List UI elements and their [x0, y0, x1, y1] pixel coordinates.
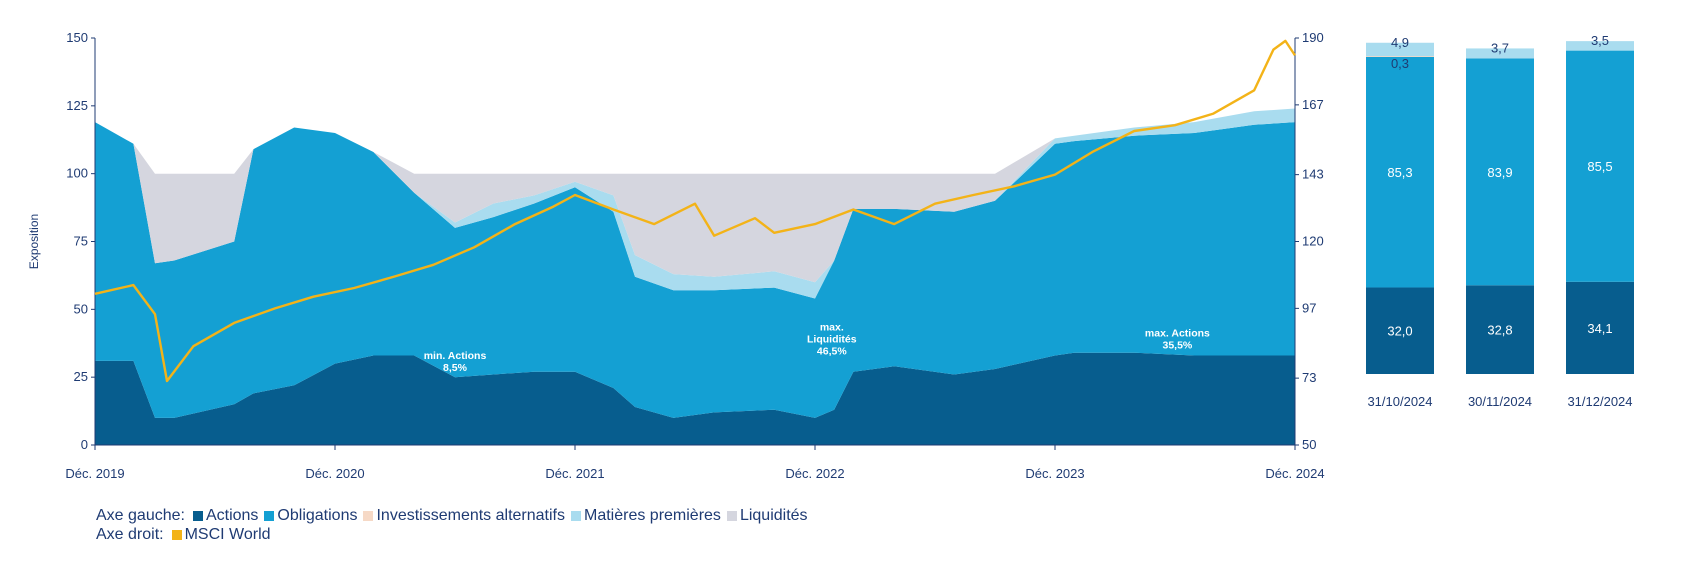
legend-swatch-alternatifs: [363, 510, 374, 521]
bar-segment-actions: [1566, 281, 1634, 374]
legend-item-liquidites: Liquidités: [726, 506, 808, 525]
annotation-text: 35,5%: [1163, 340, 1193, 352]
bar-segment-obligations: [1566, 50, 1634, 282]
legend-swatch-actions: [192, 510, 203, 521]
left-tick-label: 25: [74, 369, 88, 384]
left-tick-label: 75: [74, 234, 88, 249]
bar-value-label: 4,9: [1391, 35, 1409, 50]
x-tick-label: Déc. 2020: [305, 466, 364, 481]
legend-left-axis: Axe gauche: Actions Obligations Investis…: [96, 506, 814, 525]
legend: Axe gauche: Actions Obligations Investis…: [96, 506, 814, 544]
area-actions: [95, 352, 1295, 445]
bar-value-label: 83,9: [1487, 165, 1512, 180]
bar-value-label: 34,1: [1587, 321, 1612, 336]
bar-category-label: 31/10/2024: [1367, 394, 1432, 409]
legend-swatch-obligations: [264, 510, 275, 521]
right-tick-label: 73: [1302, 370, 1316, 385]
bar-segment-matieres: [1366, 42, 1434, 57]
x-tick-label: Déc. 2019: [65, 466, 124, 481]
right-tick-label: 97: [1302, 300, 1316, 315]
legend-swatch-msci: [171, 529, 182, 540]
x-tick-label: Déc. 2021: [545, 466, 604, 481]
right-tick-label: 167: [1302, 97, 1324, 112]
annotation-text: 46,5%: [817, 346, 847, 358]
bar-segment-matieres: [1466, 48, 1534, 59]
bar-category-label: 30/11/2024: [1468, 394, 1532, 409]
legend-right-title: Axe droit:: [96, 526, 164, 543]
annotation-text: max. Actions: [1145, 328, 1210, 340]
left-tick-label: 125: [66, 98, 88, 113]
annotation-text: Liquidités: [807, 334, 857, 346]
legend-right-axis: Axe droit: MSCI World: [96, 525, 814, 544]
bar-segment-matieres: [1566, 41, 1634, 51]
legend-label-liquidites: Liquidités: [739, 507, 808, 524]
annotation-text: min. Actions: [424, 350, 487, 362]
annotation-text: 8,5%: [443, 362, 468, 374]
left-tick-label: 50: [74, 301, 88, 316]
legend-item-matieres: Matières premières: [571, 506, 721, 525]
stacked-bar-chart: 32,0 85,3 0,3 4,9 31/10/2024 32,8 83,9 3,7 30/11…: [1366, 33, 1634, 409]
x-tick-label: Déc. 2024: [1265, 466, 1324, 481]
legend-label-actions: Actions: [205, 507, 259, 524]
bar-segment-actions: [1366, 287, 1434, 374]
bar-segment-obligations: [1366, 56, 1434, 288]
legend-label-alternatifs: Investissements alternatifs: [376, 507, 565, 524]
left-tick-label: 150: [66, 30, 88, 45]
bar-segment-obligations: [1466, 58, 1534, 286]
legend-item-alternatifs: Investissements alternatifs: [363, 506, 565, 525]
legend-item-obligations: Obligations: [264, 506, 357, 525]
right-tick-label: 50: [1302, 437, 1316, 452]
x-tick-label: Déc. 2023: [1025, 466, 1084, 481]
annotation-text: max.: [820, 322, 844, 334]
legend-swatch-liquidites: [726, 510, 737, 521]
bar-value-label: 32,0: [1387, 324, 1412, 339]
right-tick-label: 190: [1302, 30, 1324, 45]
bar-segment-alternatifs: [1366, 56, 1434, 57]
area-obligations: [95, 122, 1295, 418]
right-tick-label: 143: [1302, 167, 1324, 182]
area-matieres: [95, 108, 1295, 299]
main-area-chart: 0 25 50 75 100 125 150 50 73 97 120 143 167 190 Déc. 2…: [27, 30, 1325, 481]
legend-item-msci: MSCI World: [171, 525, 271, 544]
bar-value-label: 3,5: [1591, 33, 1609, 48]
left-tick-label: 100: [66, 166, 88, 181]
bar-value-label: 85,3: [1387, 165, 1412, 180]
right-tick-label: 120: [1302, 234, 1324, 249]
msci-world-line: [94, 39, 1297, 383]
y-axis-label: Exposition: [27, 214, 41, 269]
area-liquidites: [95, 108, 1295, 283]
bar-value-label: 0,3: [1391, 56, 1409, 71]
legend-label-matieres: Matières premières: [584, 507, 721, 524]
bar-category-label: 31/12/2024: [1567, 394, 1632, 409]
legend-label-obligations: Obligations: [277, 507, 358, 524]
bar-value-label: 85,5: [1587, 159, 1612, 174]
bar-value-label: 3,7: [1491, 40, 1509, 55]
bar-value-label: 32,8: [1487, 323, 1512, 338]
legend-label-msci: MSCI World: [184, 526, 271, 543]
legend-swatch-matieres: [571, 510, 581, 521]
legend-left-title: Axe gauche:: [96, 507, 185, 524]
x-tick-label: Déc. 2022: [785, 466, 844, 481]
left-tick-label: 0: [81, 437, 88, 452]
bar-segment-actions: [1466, 285, 1534, 374]
legend-item-actions: Actions: [192, 506, 259, 525]
